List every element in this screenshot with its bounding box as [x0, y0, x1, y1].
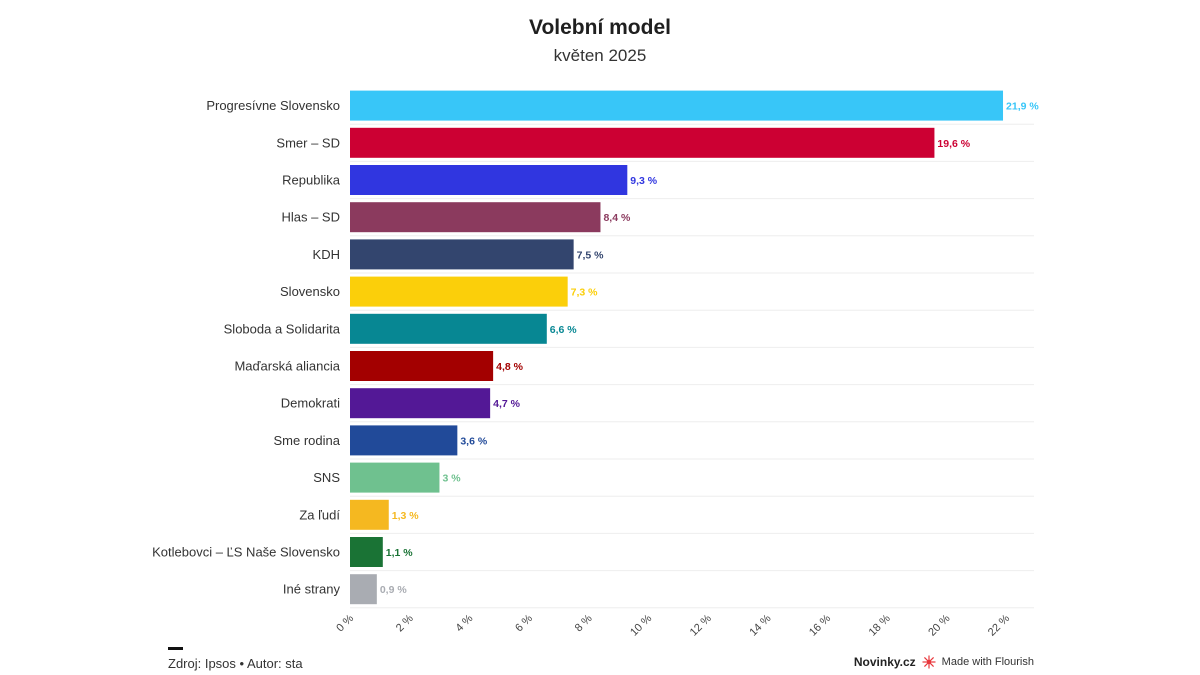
category-label: Hlas – SD: [281, 210, 340, 225]
bar: [350, 462, 440, 493]
x-tick-label: 20 %: [926, 612, 952, 638]
bar: [350, 574, 377, 605]
x-tick-label: 2 %: [394, 612, 416, 634]
bar: [350, 388, 491, 419]
value-label: 4,7 %: [493, 398, 521, 410]
category-label: Kotlebovci – ĽS Naše Slovensko: [152, 545, 340, 560]
bar: [350, 202, 601, 233]
bar: [350, 537, 383, 567]
x-tick-label: 6 %: [513, 612, 535, 634]
bar: [350, 351, 494, 381]
value-label: 1,1 %: [386, 547, 414, 559]
bar: [350, 313, 547, 344]
value-label: 6,6 %: [550, 324, 578, 336]
x-tick-label: 16 %: [807, 612, 833, 638]
category-label: Maďarská aliancia: [234, 359, 340, 374]
chart-title: Volební model: [529, 16, 671, 39]
bar: [350, 239, 574, 270]
value-label: 8,4 %: [603, 212, 631, 224]
footer-divider: [168, 647, 183, 650]
x-tick-label: 0 %: [334, 612, 356, 634]
value-label: 1,3 %: [392, 510, 420, 522]
value-label: 9,3 %: [630, 175, 658, 187]
bar: [350, 276, 568, 307]
x-tick-label: 18 %: [867, 612, 893, 638]
chart-subtitle: květen 2025: [553, 46, 647, 65]
x-tick-label: 8 %: [573, 612, 595, 634]
bar: [350, 90, 1004, 121]
source-text: Zdroj: Ipsos • Autor: sta: [168, 656, 303, 671]
category-label: Sme rodina: [274, 433, 341, 448]
x-tick-label: 14 %: [747, 612, 773, 638]
made-with-flourish-link[interactable]: Made with Flourish: [941, 656, 1034, 668]
publisher-link[interactable]: Novinky.cz: [853, 655, 916, 669]
x-tick-label: 12 %: [688, 612, 714, 638]
x-tick-label: 10 %: [628, 612, 654, 638]
value-label: 7,5 %: [577, 249, 605, 261]
category-label: Smer – SD: [276, 135, 340, 150]
category-label: Progresívne Slovensko: [206, 98, 340, 113]
bar: [350, 165, 628, 195]
bar: [350, 127, 935, 158]
footer-credits: Novinky.cz Made with Flourish: [854, 655, 1034, 669]
category-label: SNS: [313, 470, 340, 485]
bar: [350, 499, 389, 530]
category-label: Demokrati: [281, 396, 340, 411]
x-tick-label: 4 %: [453, 612, 475, 634]
category-label: Republika: [282, 173, 341, 188]
value-label: 4,8 %: [496, 361, 524, 373]
x-tick-label: 22 %: [986, 612, 1012, 638]
category-label: KDH: [313, 247, 340, 262]
category-label: Sloboda a Solidarita: [224, 321, 341, 336]
category-label: Slovensko: [280, 284, 340, 299]
value-label: 0,9 %: [380, 584, 408, 596]
value-label: 3,6 %: [460, 435, 488, 447]
bar: [350, 425, 458, 456]
flourish-icon: [922, 655, 936, 669]
value-label: 3 %: [442, 473, 461, 485]
value-label: 21,9 %: [1006, 101, 1039, 113]
category-label: Iné strany: [283, 582, 341, 597]
category-label: Za ľudí: [299, 507, 340, 522]
value-label: 19,6 %: [937, 138, 970, 150]
value-label: 7,3 %: [571, 287, 599, 299]
